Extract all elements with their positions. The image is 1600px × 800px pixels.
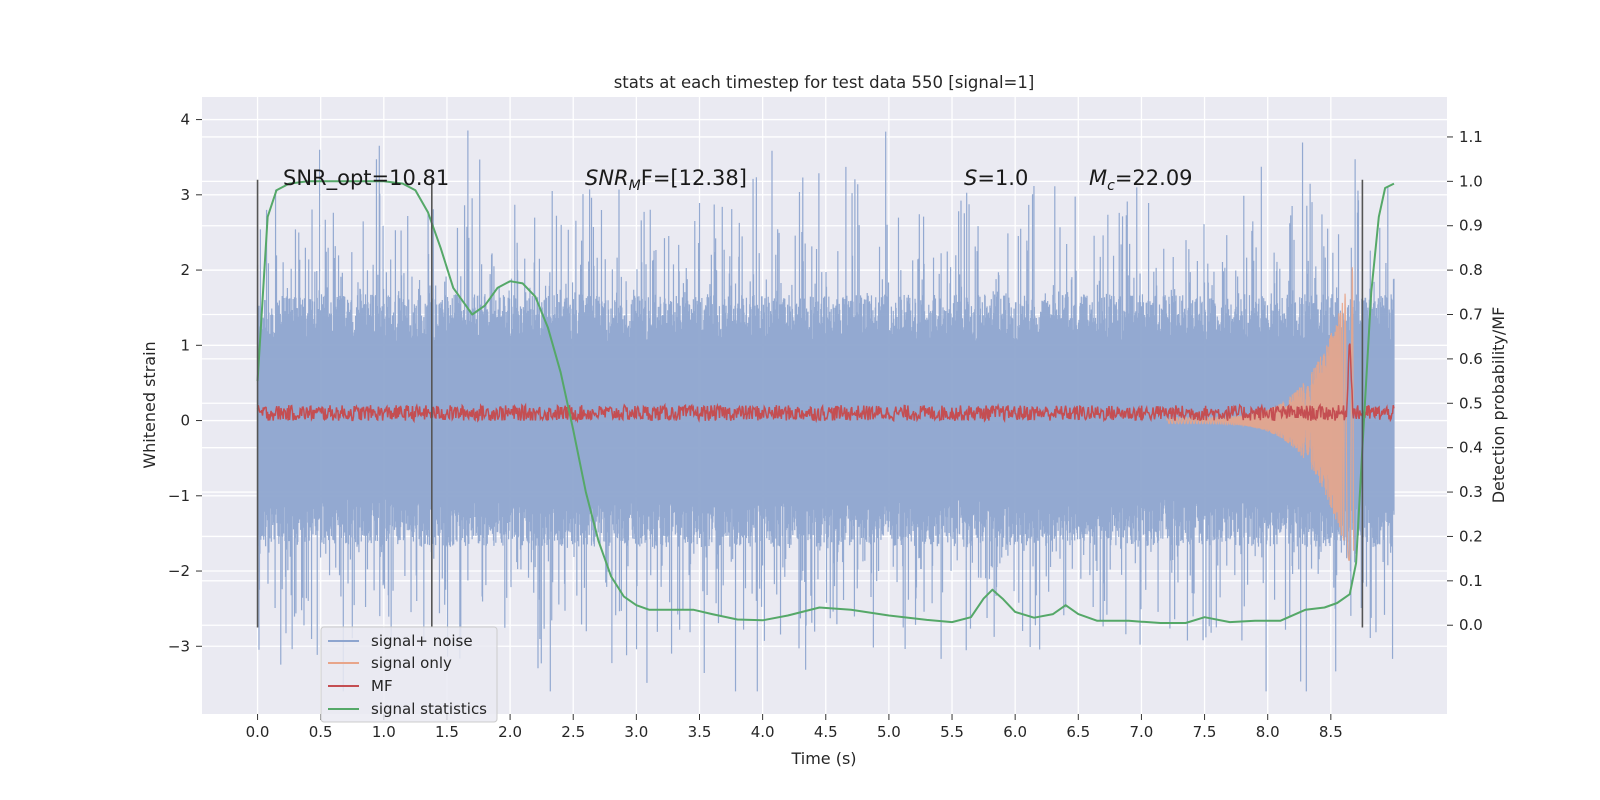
- x-tick-label: 7.5: [1193, 723, 1217, 741]
- x-tick-label: 4.5: [814, 723, 838, 741]
- annotation-mc-rest: =22.09: [1115, 166, 1193, 190]
- x-tick-label: 2.0: [498, 723, 522, 741]
- x-tick-label: 1.0: [372, 723, 396, 741]
- y-tick-label: −1: [168, 487, 190, 505]
- y-right-tick-label: 0.9: [1459, 217, 1483, 235]
- y-right-tick-label: 1.1: [1459, 128, 1483, 146]
- x-tick-label: 3.5: [688, 723, 712, 741]
- y-right-axis-title: Detection probability/MF: [1489, 307, 1508, 504]
- annotation-s-rest: =1.0: [977, 166, 1028, 190]
- legend-entry-0: signal+ noise: [328, 632, 473, 650]
- annotation-snr-mf-sub: M: [629, 178, 641, 194]
- vertical-markers: [256, 179, 1364, 628]
- y-right-tick-label: 0.3: [1459, 483, 1483, 501]
- legend-box: [320, 626, 498, 723]
- legend-entry-3: signal statistics: [328, 700, 487, 718]
- annotation-s: S=1.0: [964, 166, 1028, 190]
- legend-label-2: MF: [371, 677, 393, 695]
- y-right-tick-label: 0.5: [1459, 394, 1483, 412]
- x-tick-label: 0.5: [309, 723, 333, 741]
- annotation-mc-sub: c: [1107, 178, 1115, 194]
- y-right-tick-label: 0.6: [1459, 350, 1483, 368]
- x-tick-label: 5.0: [877, 723, 901, 741]
- x-tick-label: 1.5: [435, 723, 459, 741]
- x-tick-label: 3.0: [624, 723, 648, 741]
- annotation-snr-opt: SNR_opt=10.81: [283, 166, 449, 191]
- annotation-snr-mf-rest: F=[12.38]: [641, 166, 747, 190]
- y-tick-label: 3: [180, 186, 190, 204]
- y-tick-label: 0: [180, 412, 190, 430]
- y-right-tick-label: 0.2: [1459, 527, 1483, 545]
- y-right-tick-label: 0.1: [1459, 572, 1483, 590]
- legend-label-1: signal only: [371, 654, 452, 672]
- y-axis-title: Whitened strain: [140, 341, 159, 468]
- series-layer: [256, 130, 1395, 692]
- x-tick-label: 5.5: [940, 723, 964, 741]
- y-right-tick-label: 0.8: [1459, 261, 1483, 279]
- y-right-tick-label: 0.7: [1459, 306, 1483, 324]
- annotation-s-var: S: [964, 166, 977, 190]
- legend: signal+ noise signal only MF signal stat…: [320, 626, 498, 723]
- x-axis-title: Time (s): [790, 749, 856, 768]
- annotation-mc-var: M: [1089, 166, 1107, 190]
- y-tick-label: −3: [168, 637, 190, 655]
- x-tick-label: 7.0: [1130, 723, 1154, 741]
- x-tick-label: 0.0: [246, 723, 270, 741]
- x-tick-label: 6.5: [1066, 723, 1090, 741]
- series-signal-statistics: [256, 180, 1395, 624]
- chart-title: stats at each timestep for test data 550…: [614, 73, 1035, 92]
- y-right-tick-label: 0.0: [1459, 616, 1483, 634]
- y-right-tick-label: 1.0: [1459, 172, 1483, 190]
- y-tick-label: 2: [180, 261, 190, 279]
- x-tick-label: 4.0: [751, 723, 775, 741]
- x-tick-label: 8.0: [1256, 723, 1280, 741]
- y-tick-label: 4: [180, 111, 190, 129]
- legend-entry-1: signal only: [328, 654, 452, 672]
- legend-label-0: signal+ noise: [371, 632, 473, 650]
- axes-ticks: 0.0 0.5 1.0 1.5 2.0 2.5 3.0 3.5 4.0 4.5 5.0 5.5 6.0 6…: [168, 111, 1483, 741]
- y-right-tick-label: 0.4: [1459, 439, 1483, 457]
- x-tick-label: 8.5: [1319, 723, 1343, 741]
- annotation-snr-mf-main: SNR: [585, 166, 629, 190]
- series-mf: [256, 343, 1395, 424]
- legend-entry-2: MF: [328, 677, 393, 695]
- legend-label-3: signal statistics: [371, 700, 487, 718]
- x-tick-label: 2.5: [561, 723, 585, 741]
- x-tick-label: 6.0: [1003, 723, 1027, 741]
- annotation-snr-mf: SNRMF=[12.38]: [585, 166, 747, 194]
- y-tick-label: 1: [180, 336, 190, 354]
- y-tick-label: −2: [168, 562, 190, 580]
- annotation-mc: Mc=22.09: [1089, 166, 1193, 194]
- annotations: SNR_opt=10.81 SNRMF=[12.38] S=1.0 Mc=22.…: [283, 166, 1193, 194]
